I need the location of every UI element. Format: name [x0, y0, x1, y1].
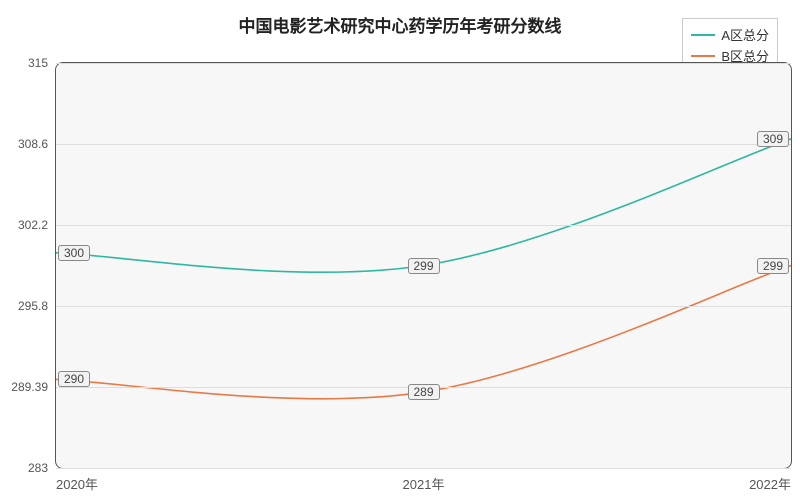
x-tick-label: 2021年 [403, 468, 445, 493]
y-tick-label: 295.8 [18, 299, 56, 313]
legend-swatch-b [691, 55, 715, 57]
data-label: 299 [757, 258, 789, 274]
series-line-0 [56, 139, 791, 272]
y-tick-label: 289.39 [11, 380, 56, 394]
y-tick-label: 302.2 [18, 218, 56, 232]
data-label: 300 [58, 245, 90, 261]
y-tick-label: 308.6 [18, 137, 56, 151]
data-label: 289 [407, 384, 439, 400]
data-label: 290 [58, 371, 90, 387]
legend-label-a: A区总分 [721, 25, 769, 44]
data-label: 299 [407, 258, 439, 274]
y-tick-label: 315 [28, 56, 56, 70]
legend-item-a: A区总分 [691, 25, 769, 44]
x-tick-label: 2022年 [749, 468, 791, 493]
y-tick-label: 283 [28, 461, 56, 475]
grid-line [56, 306, 791, 307]
grid-line [56, 63, 791, 64]
x-tick-label: 2020年 [56, 468, 98, 493]
chart-container: 中国电影艺术研究中心药学历年考研分数线 A区总分 B区总分 283289.392… [0, 0, 800, 500]
series-line-1 [56, 266, 791, 399]
plot-area: 283289.39295.8302.2308.63152020年2021年202… [55, 62, 792, 469]
legend-swatch-a [691, 34, 715, 36]
chart-title: 中国电影艺术研究中心药学历年考研分数线 [0, 12, 800, 37]
data-label: 309 [757, 131, 789, 147]
grid-line [56, 225, 791, 226]
grid-line [56, 144, 791, 145]
